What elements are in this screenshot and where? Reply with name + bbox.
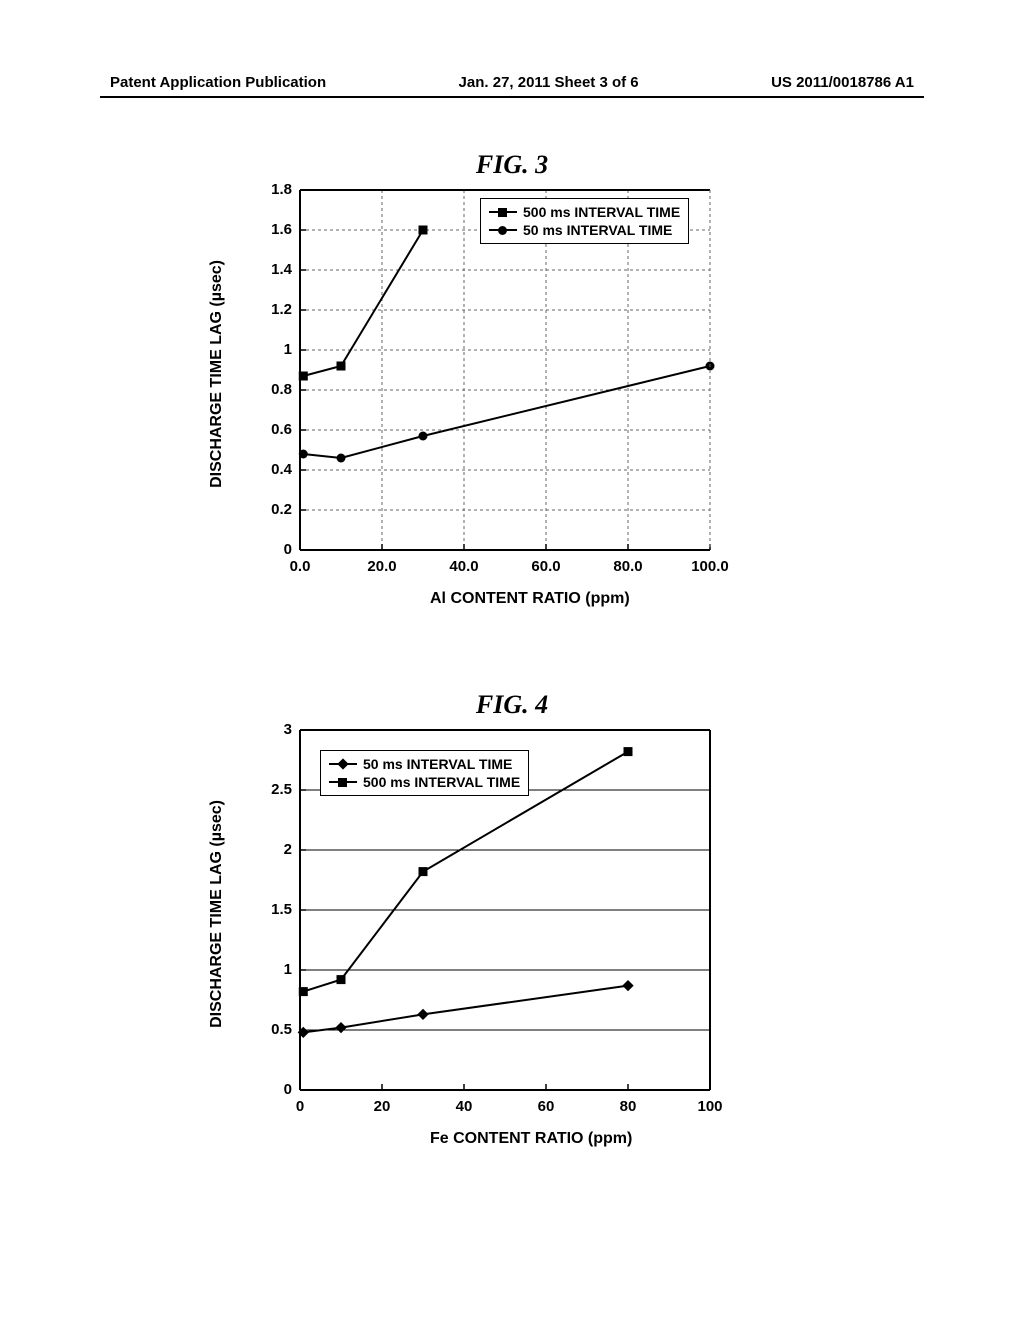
figure-4-title: FIG. 4 bbox=[476, 690, 548, 720]
xtick-label: 20 bbox=[362, 1098, 402, 1115]
xtick-label: 100.0 bbox=[690, 558, 730, 575]
xtick-label: 80 bbox=[608, 1098, 648, 1115]
figure-4-ylabel: DISCHARGE TIME LAG (µsec) bbox=[208, 800, 226, 1028]
ytick-label: 0.8 bbox=[252, 381, 292, 398]
ytick-label: 0.5 bbox=[252, 1021, 292, 1038]
legend-item: 500 ms INTERVAL TIME bbox=[329, 773, 520, 791]
legend: 50 ms INTERVAL TIME500 ms INTERVAL TIME bbox=[320, 750, 529, 796]
ytick-label: 0.4 bbox=[252, 461, 292, 478]
xtick-label: 20.0 bbox=[362, 558, 402, 575]
ytick-label: 0 bbox=[252, 1081, 292, 1098]
ytick-label: 1.4 bbox=[252, 261, 292, 278]
legend-label: 500 ms INTERVAL TIME bbox=[523, 203, 680, 221]
ytick-label: 0.6 bbox=[252, 421, 292, 438]
xtick-label: 0.0 bbox=[280, 558, 320, 575]
ytick-label: 0.2 bbox=[252, 501, 292, 518]
ytick-label: 3 bbox=[252, 721, 292, 738]
ytick-label: 2 bbox=[252, 841, 292, 858]
xtick-label: 100 bbox=[690, 1098, 730, 1115]
page-header: Patent Application Publication Jan. 27, … bbox=[0, 74, 1024, 91]
figure-4: FIG. 4 DISCHARGE TIME LAG (µsec) Fe CONT… bbox=[150, 690, 874, 1170]
ytick-label: 1 bbox=[252, 961, 292, 978]
figure-4-xlabel: Fe CONTENT RATIO (ppm) bbox=[430, 1130, 632, 1148]
ytick-label: 1.8 bbox=[252, 181, 292, 198]
legend-item: 50 ms INTERVAL TIME bbox=[329, 755, 520, 773]
figure-3-xlabel: Al CONTENT RATIO (ppm) bbox=[430, 590, 630, 608]
legend-label: 50 ms INTERVAL TIME bbox=[363, 755, 512, 773]
ytick-label: 1.2 bbox=[252, 301, 292, 318]
ytick-label: 0 bbox=[252, 541, 292, 558]
ytick-label: 1.6 bbox=[252, 221, 292, 238]
legend-label: 500 ms INTERVAL TIME bbox=[363, 773, 520, 791]
header-left: Patent Application Publication bbox=[110, 74, 326, 91]
xtick-label: 0 bbox=[280, 1098, 320, 1115]
xtick-label: 80.0 bbox=[608, 558, 648, 575]
ytick-label: 2.5 bbox=[252, 781, 292, 798]
header-rule bbox=[100, 96, 924, 98]
xtick-label: 40 bbox=[444, 1098, 484, 1115]
figure-3-ylabel: DISCHARGE TIME LAG (µsec) bbox=[208, 260, 226, 488]
figure-3-title: FIG. 3 bbox=[476, 150, 548, 180]
xtick-label: 60 bbox=[526, 1098, 566, 1115]
xtick-label: 40.0 bbox=[444, 558, 484, 575]
header-right: US 2011/0018786 A1 bbox=[771, 74, 914, 91]
legend-item: 50 ms INTERVAL TIME bbox=[489, 221, 680, 239]
xtick-label: 60.0 bbox=[526, 558, 566, 575]
legend-label: 50 ms INTERVAL TIME bbox=[523, 221, 672, 239]
ytick-label: 1.5 bbox=[252, 901, 292, 918]
figure-3: FIG. 3 DISCHARGE TIME LAG (µsec) Al CONT… bbox=[150, 150, 874, 630]
ytick-label: 1 bbox=[252, 341, 292, 358]
legend-item: 500 ms INTERVAL TIME bbox=[489, 203, 680, 221]
header-center: Jan. 27, 2011 Sheet 3 of 6 bbox=[459, 74, 639, 91]
legend: 500 ms INTERVAL TIME50 ms INTERVAL TIME bbox=[480, 198, 689, 244]
